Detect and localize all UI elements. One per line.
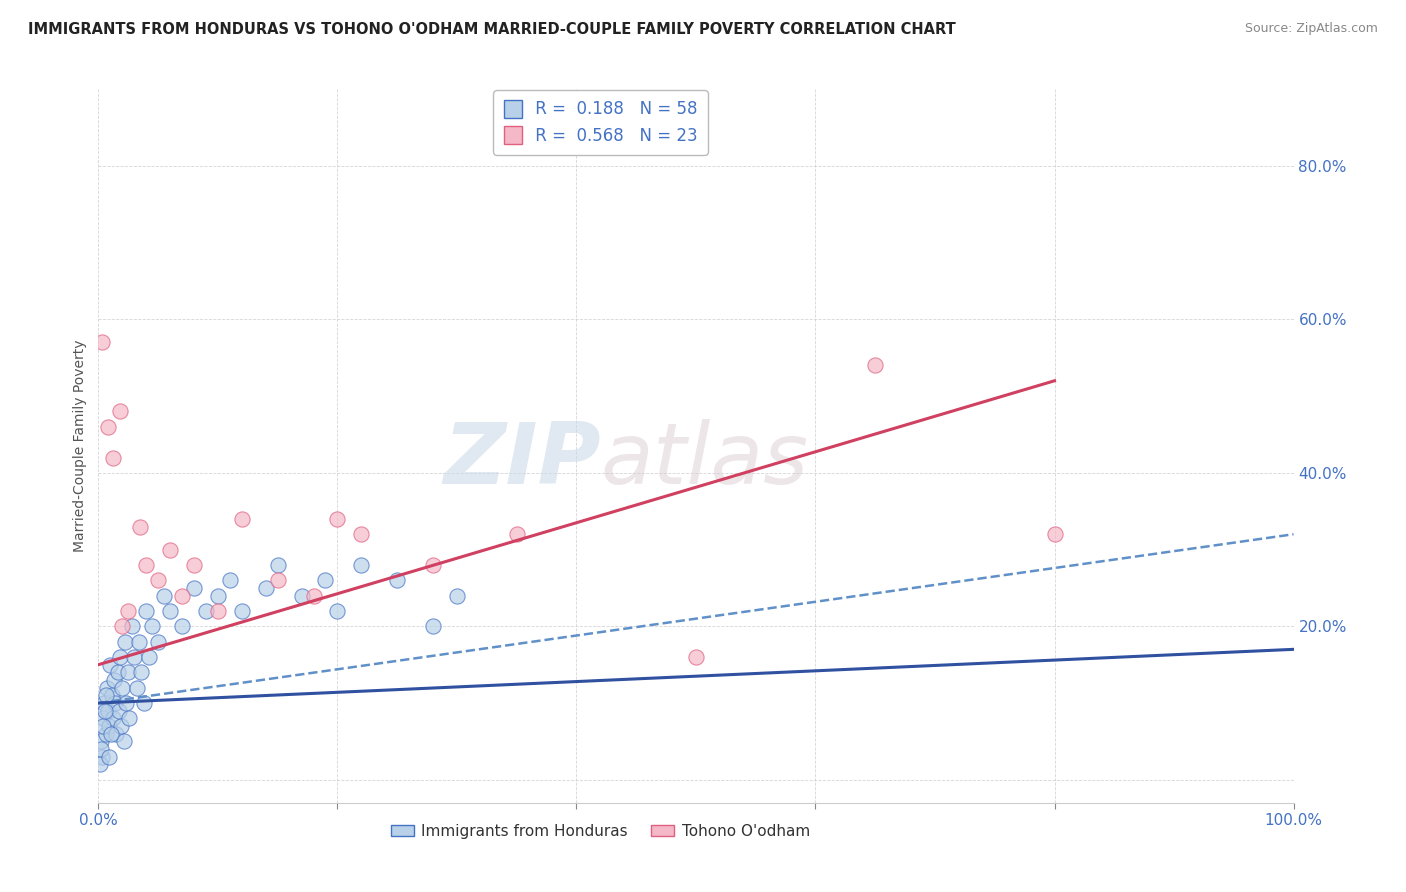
Point — [315, 574, 337, 588]
Point — [172, 619, 194, 633]
Point — [231, 512, 253, 526]
Y-axis label: Married-Couple Family Poverty: Married-Couple Family Poverty — [73, 340, 87, 552]
Point — [101, 711, 124, 725]
Point — [159, 604, 181, 618]
Point — [94, 704, 117, 718]
Legend: Immigrants from Honduras, Tohono O'odham: Immigrants from Honduras, Tohono O'odham — [385, 818, 815, 845]
Point — [96, 681, 118, 695]
Point — [97, 419, 120, 434]
Point — [98, 719, 121, 733]
Point — [326, 604, 349, 618]
Point — [207, 604, 229, 618]
Point — [350, 558, 373, 572]
Point — [100, 727, 122, 741]
Point — [135, 604, 157, 618]
Point — [350, 527, 373, 541]
Point — [267, 558, 290, 572]
Point — [97, 704, 120, 718]
Text: IMMIGRANTS FROM HONDURAS VS TOHONO O'ODHAM MARRIED-COUPLE FAMILY POVERTY CORRELA: IMMIGRANTS FROM HONDURAS VS TOHONO O'ODH… — [28, 22, 956, 37]
Point — [107, 665, 129, 680]
Point — [422, 558, 444, 572]
Point — [91, 749, 114, 764]
Point — [93, 696, 115, 710]
Point — [219, 574, 242, 588]
Text: atlas: atlas — [600, 418, 808, 502]
Point — [422, 619, 444, 633]
Point — [107, 704, 129, 718]
Point — [96, 689, 118, 703]
Point — [183, 558, 205, 572]
Point — [1043, 527, 1066, 541]
Point — [128, 634, 150, 648]
Point — [148, 574, 170, 588]
Point — [114, 634, 136, 648]
Point — [89, 757, 111, 772]
Point — [132, 696, 155, 710]
Point — [94, 727, 117, 741]
Point — [302, 589, 325, 603]
Point — [103, 673, 125, 687]
Point — [100, 689, 122, 703]
Point — [207, 589, 229, 603]
Point — [118, 711, 141, 725]
Point — [108, 404, 131, 418]
Point — [138, 650, 160, 665]
Point — [101, 450, 124, 465]
Point — [115, 696, 138, 710]
Point — [121, 619, 143, 633]
Point — [117, 604, 139, 618]
Point — [111, 681, 134, 695]
Point — [97, 749, 120, 764]
Point — [129, 519, 152, 533]
Point — [90, 734, 112, 748]
Point — [91, 719, 114, 733]
Point — [326, 512, 349, 526]
Text: ZIP: ZIP — [443, 418, 600, 502]
Point — [231, 604, 253, 618]
Point — [104, 696, 127, 710]
Point — [291, 589, 314, 603]
Point — [195, 604, 218, 618]
Point — [117, 665, 139, 680]
Point — [685, 650, 707, 665]
Point — [125, 681, 148, 695]
Point — [112, 734, 135, 748]
Point — [183, 581, 205, 595]
Text: Source: ZipAtlas.com: Source: ZipAtlas.com — [1244, 22, 1378, 36]
Point — [141, 619, 163, 633]
Point — [91, 711, 114, 725]
Point — [111, 619, 134, 633]
Point — [506, 527, 529, 541]
Point — [172, 589, 194, 603]
Point — [98, 657, 122, 672]
Point — [446, 589, 468, 603]
Point — [91, 335, 114, 350]
Point — [124, 650, 146, 665]
Point — [159, 542, 181, 557]
Point — [108, 650, 131, 665]
Point — [90, 742, 112, 756]
Point — [105, 727, 128, 741]
Point — [267, 574, 290, 588]
Point — [110, 719, 132, 733]
Point — [865, 359, 887, 373]
Point — [385, 574, 409, 588]
Point — [148, 634, 170, 648]
Point — [131, 665, 153, 680]
Point — [135, 558, 157, 572]
Point — [254, 581, 277, 595]
Point — [153, 589, 176, 603]
